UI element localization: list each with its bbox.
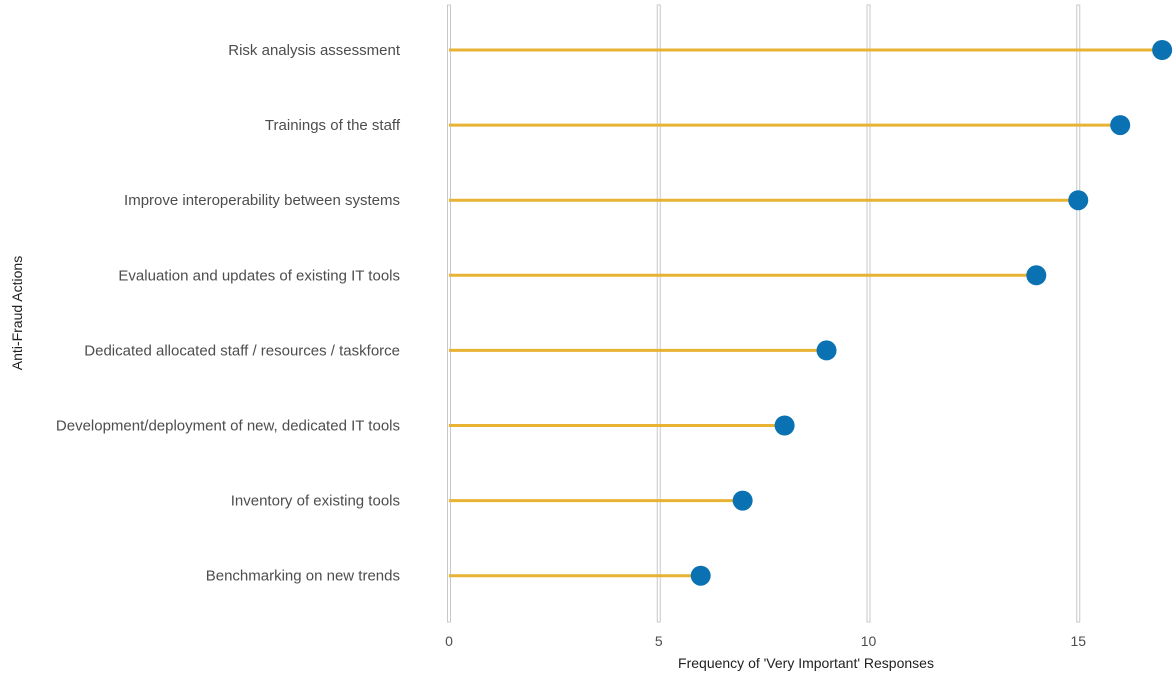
lollipop-marker [774, 415, 795, 436]
x-tick-label: 5 [655, 633, 663, 649]
tick-label-layer: 0 5 10 15 [445, 633, 1086, 649]
category-label: Evaluation and updates of existing IT to… [118, 267, 400, 284]
category-label: Inventory of existing tools [231, 493, 400, 510]
x-gridline [447, 4, 451, 623]
x-tick-label: 10 [861, 633, 877, 649]
lollipop-marker [690, 565, 711, 586]
x-gridline [656, 4, 661, 623]
category-label: Dedicated allocated staff / resources / … [84, 342, 400, 359]
lollipop-marker [1068, 190, 1089, 211]
lollipop-marker [816, 340, 837, 361]
stem-layer [449, 48, 1163, 578]
category-label-layer: Risk analysis assessment Trainings of the… [56, 42, 401, 585]
y-axis-title: Anti-Fraud Actions [9, 256, 25, 370]
category-label: Development/deployment of new, dedicated… [56, 418, 400, 435]
x-tick-label: 0 [445, 633, 453, 649]
category-label: Benchmarking on new trends [206, 568, 400, 585]
x-gridline [866, 4, 871, 623]
lollipop-marker [1026, 265, 1047, 286]
x-tick-label: 15 [1070, 633, 1086, 649]
marker-layer [690, 40, 1173, 586]
lollipop-marker [732, 490, 753, 511]
category-label: Improve interoperability between systems [124, 192, 400, 209]
lollipop-marker [1152, 40, 1173, 60]
lollipop-marker [1110, 115, 1131, 136]
category-label: Risk analysis assessment [228, 42, 401, 59]
grid-layer [447, 4, 1081, 623]
x-axis-title: Frequency of 'Very Important' Responses [678, 655, 934, 671]
category-label: Trainings of the staff [265, 117, 401, 134]
x-gridline [1076, 4, 1081, 623]
